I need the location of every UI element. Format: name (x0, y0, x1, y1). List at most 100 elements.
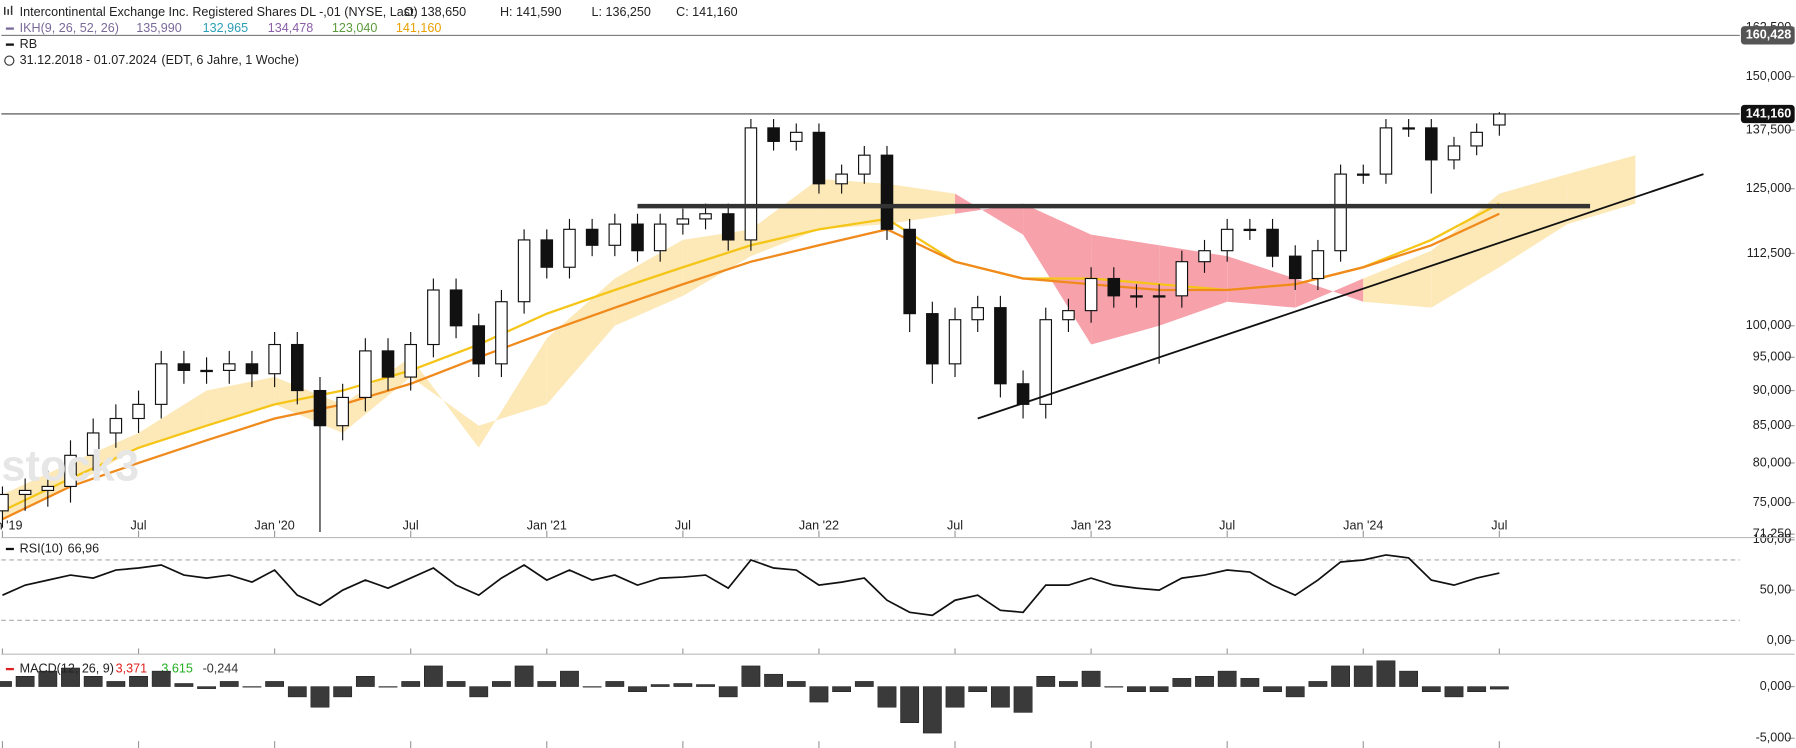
ikh-value: 141,160 (396, 21, 441, 35)
cloud (1363, 250, 1432, 308)
candle-body (495, 301, 508, 365)
candle-body (1220, 228, 1234, 252)
candle-body (359, 350, 372, 398)
macd-bar (355, 676, 375, 687)
moving-average (1, 212, 1500, 521)
macd-bar (401, 681, 421, 687)
cloud (1091, 234, 1160, 345)
macd-value: -0,244 (203, 661, 239, 675)
y-tick-label: 112,500 (1747, 246, 1792, 260)
macd-bar (650, 684, 670, 687)
candle-body (336, 396, 349, 427)
candle-body (18, 489, 32, 496)
y-tick-label: 85,000 (1753, 418, 1791, 432)
y-tick-label: -5,000 (1756, 731, 1792, 745)
macd-bar (1444, 686, 1464, 698)
candle-body (1107, 277, 1121, 297)
candle-body (1062, 310, 1075, 321)
candle-body (926, 313, 939, 365)
y-tick-label: 137,500 (1746, 122, 1791, 136)
macd-bar (1013, 686, 1033, 713)
macd-bar (1399, 670, 1419, 687)
candle-body (268, 343, 281, 375)
macd-bar (287, 686, 307, 698)
candle-body (0, 493, 9, 512)
cloud (70, 432, 139, 487)
candle-body (1016, 383, 1030, 405)
macd-bar (61, 667, 80, 687)
candle-body (381, 350, 395, 378)
macd-bar (310, 686, 330, 708)
candle-body (880, 154, 894, 230)
x-tick-label: Jul (1219, 518, 1235, 532)
candle-body (540, 239, 554, 268)
macd-bar (106, 681, 126, 687)
candle-body (154, 363, 168, 405)
macd-bar (242, 686, 262, 688)
macd-bar (446, 681, 466, 687)
candle-body (1470, 131, 1483, 147)
candle-body (449, 289, 463, 327)
rsi-value: 66,96 (68, 541, 99, 555)
clock-icon (4, 55, 15, 66)
candle-body (563, 228, 576, 268)
macd-bar (673, 683, 693, 687)
candle-body (631, 223, 644, 252)
macd-bar (1172, 678, 1192, 687)
candle-body (1266, 228, 1279, 257)
rb-label: RB (20, 37, 37, 51)
macd-bar (1421, 686, 1441, 692)
candle-body (200, 369, 213, 373)
candle-body (903, 228, 916, 315)
macd-bar (1376, 660, 1396, 687)
cloud (1023, 203, 1092, 345)
y-tick-label: 90,000 (1753, 383, 1791, 397)
x-tick-label: Jan '22 (799, 518, 839, 532)
candle-body (427, 289, 440, 346)
level-box (1740, 26, 1795, 45)
candle-body (404, 343, 417, 378)
candle-body (109, 417, 123, 434)
macd-bar (900, 686, 920, 723)
macd-bar (1149, 686, 1169, 692)
candle-body (994, 307, 1007, 385)
y-tick-label: 80,000 (1753, 455, 1791, 469)
cloud (410, 357, 479, 448)
candle-body (86, 432, 100, 456)
level-label: 160,428 (1746, 28, 1791, 42)
candle-body (812, 131, 826, 185)
candle-body (767, 127, 780, 142)
macd-bar (582, 686, 602, 688)
candle-body (676, 218, 690, 225)
candle-body (721, 213, 735, 241)
y-tick-label: 100,00 (1753, 532, 1791, 546)
candle-body (1039, 319, 1053, 405)
macd-bar (1308, 681, 1328, 687)
y-tick-label: 100,000 (1746, 318, 1791, 332)
range: 31.12.2018 - 01.07.2024 (20, 53, 157, 67)
ohlc: H: 141,590 (500, 5, 562, 19)
candle-body (291, 343, 304, 392)
macd-bar (945, 686, 965, 708)
ohlc: L: 136,250 (591, 5, 650, 19)
x-tick-label: Jul (403, 518, 419, 532)
candle-body (1379, 127, 1393, 175)
level-box (1740, 104, 1795, 124)
macd-bar (15, 676, 35, 687)
ikh-label: IKH(9, 26, 52, 26) (20, 21, 119, 35)
y-tick-label: 75,000 (1753, 495, 1791, 509)
ohlc: O: 138,650 (404, 5, 466, 19)
candle-body (858, 154, 871, 175)
macd-bar (718, 686, 738, 698)
candle-body (971, 307, 984, 321)
macd-bar (1059, 681, 1078, 687)
macd-bar (786, 681, 806, 687)
candle-body (41, 485, 55, 492)
x-tick-label: Jan '20 (255, 518, 295, 532)
candle-body (608, 223, 622, 246)
macd-bar (537, 681, 557, 687)
candle-body (585, 228, 599, 246)
chart-icon (4, 5, 13, 15)
candle-body (699, 213, 712, 220)
rsi-title: RSI(10) (20, 541, 63, 555)
